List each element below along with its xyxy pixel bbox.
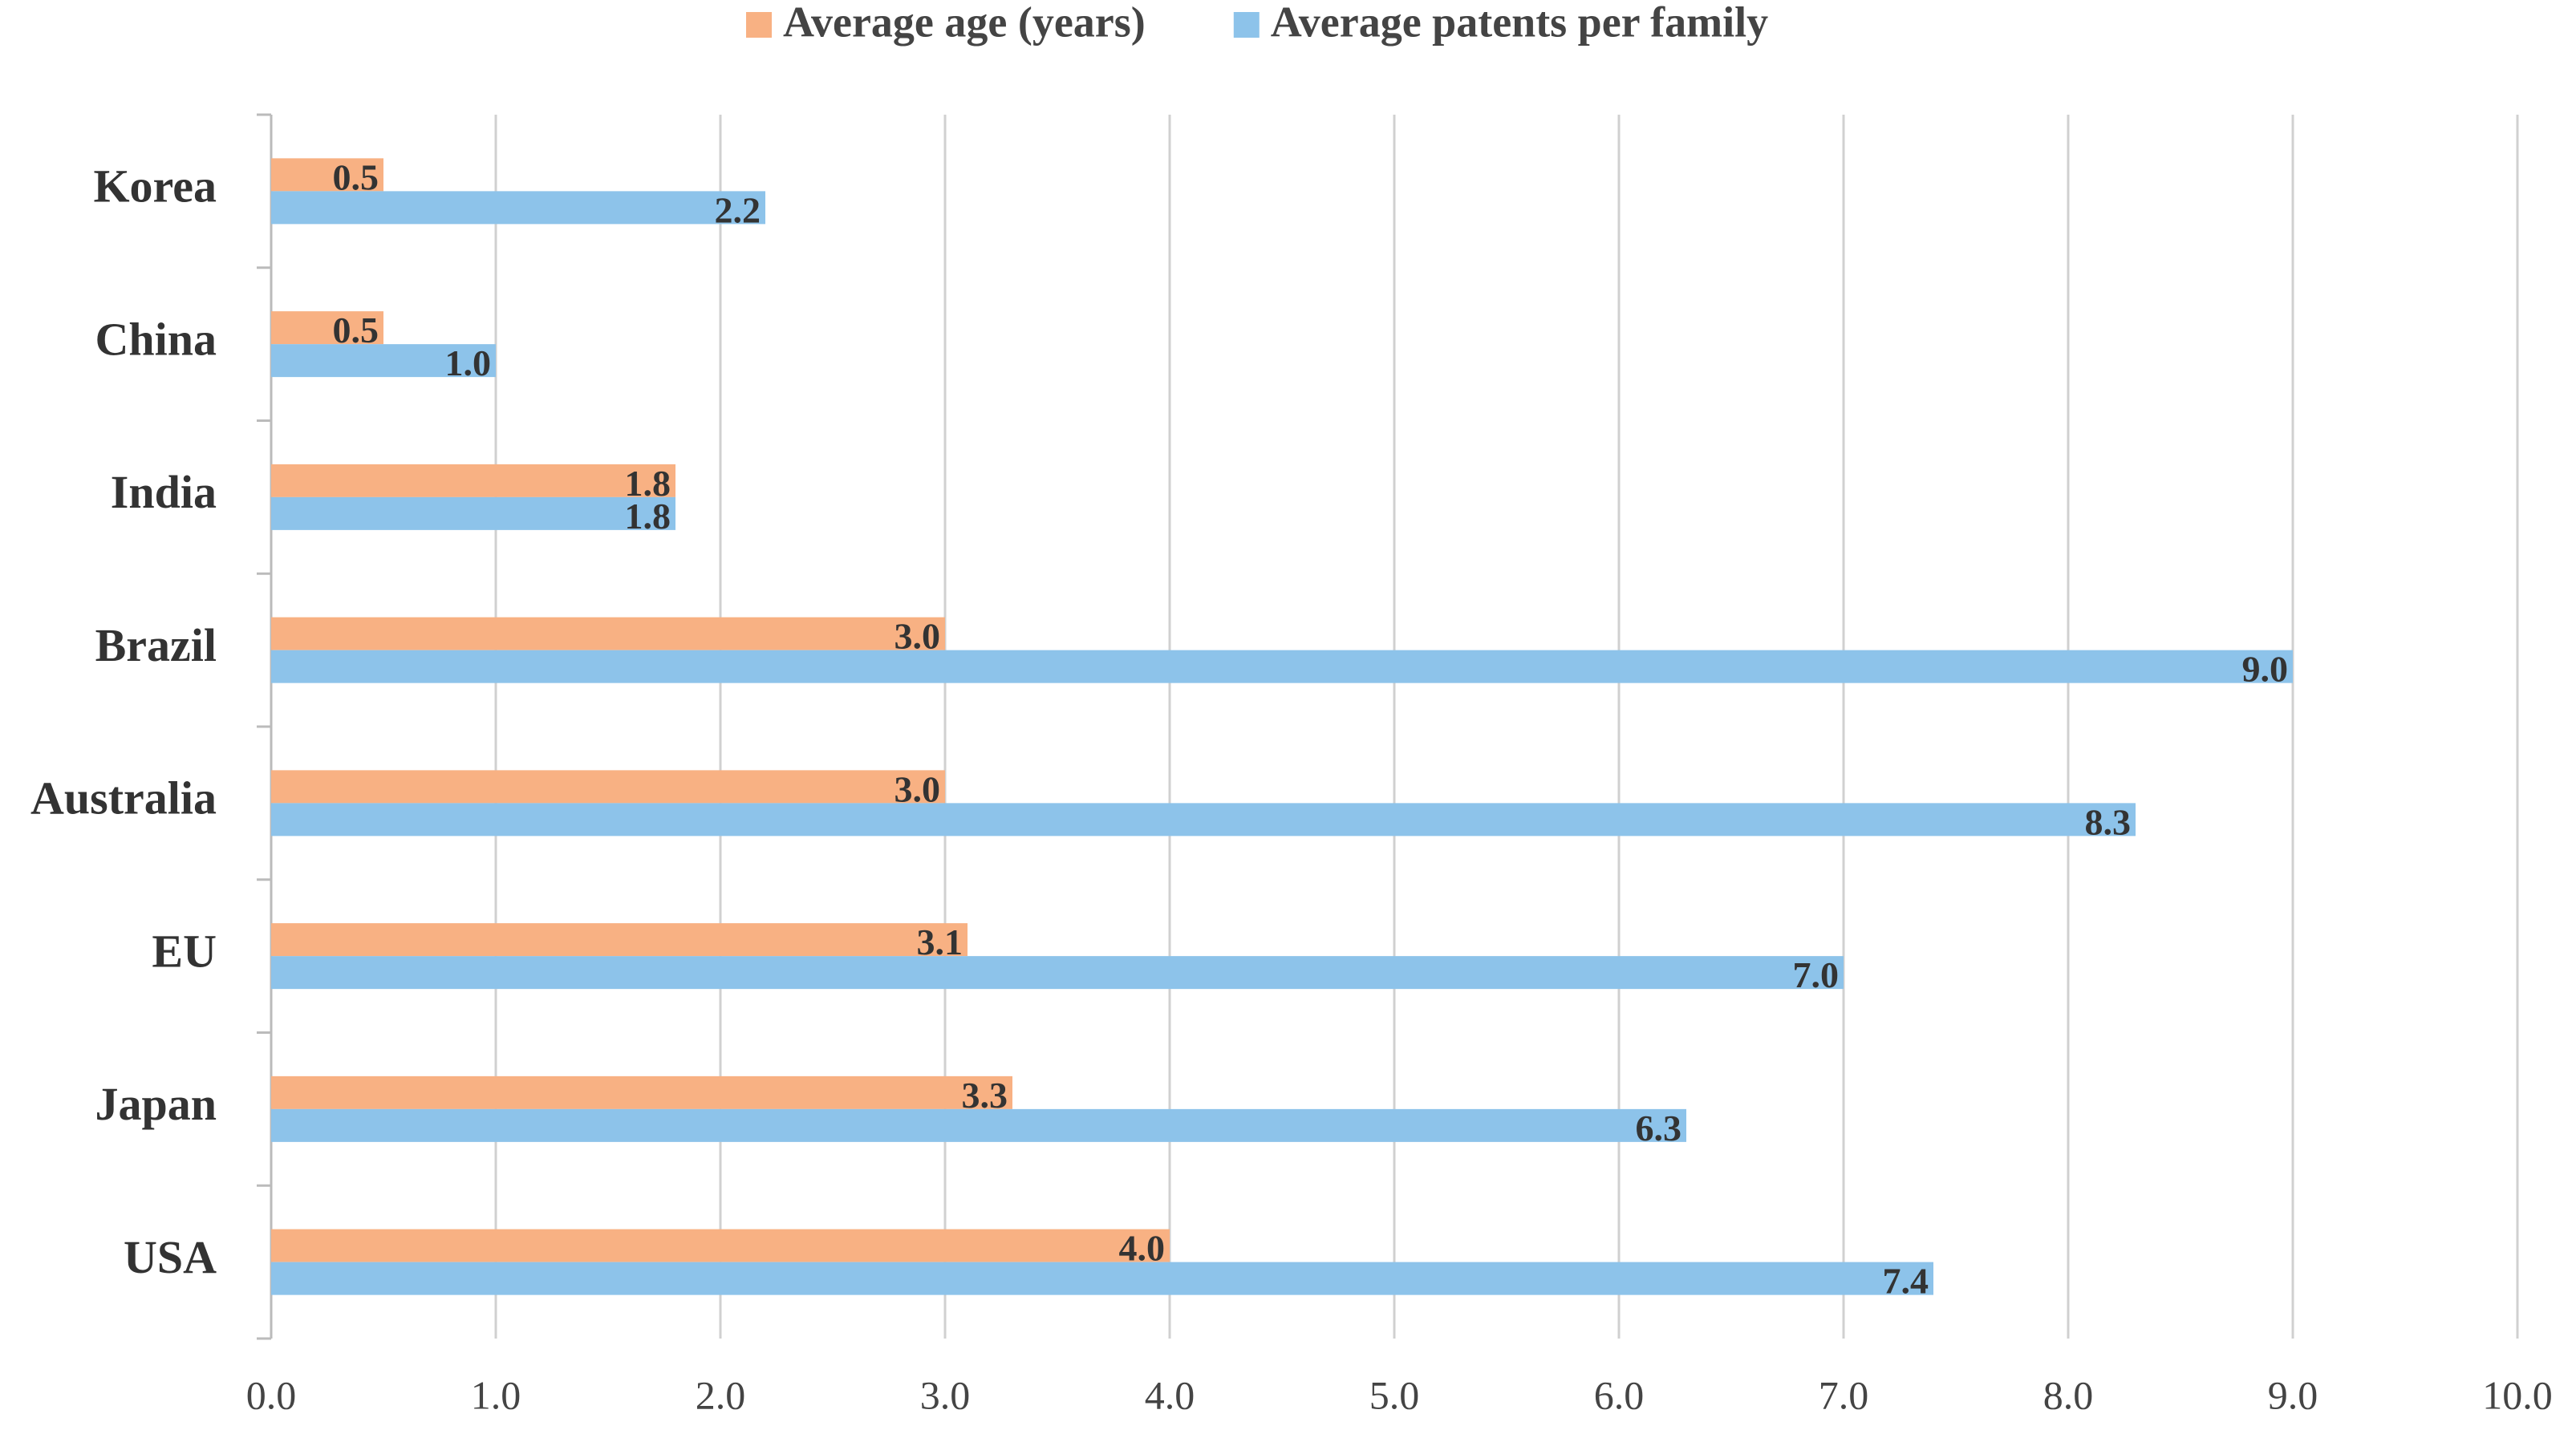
bar bbox=[271, 770, 945, 804]
value-label: 0.5 bbox=[333, 310, 379, 350]
bar bbox=[271, 956, 1844, 990]
y-tick-label: China bbox=[95, 313, 217, 365]
value-label: 0.5 bbox=[333, 156, 379, 197]
y-tick-label: USA bbox=[124, 1231, 217, 1283]
x-tick-label: 3.0 bbox=[920, 1372, 971, 1417]
y-tick-label: Korea bbox=[93, 160, 217, 213]
x-tick-label: 1.0 bbox=[471, 1372, 521, 1417]
x-tick-label: 2.0 bbox=[696, 1372, 746, 1417]
bar bbox=[271, 1262, 1933, 1295]
value-label: 1.8 bbox=[625, 463, 671, 504]
value-label: 8.3 bbox=[2085, 801, 2132, 842]
legend-swatch bbox=[746, 12, 772, 38]
value-label: 7.0 bbox=[1793, 954, 1840, 995]
value-label: 2.2 bbox=[715, 189, 761, 230]
x-tick-label: 4.0 bbox=[1145, 1372, 1195, 1417]
bar bbox=[271, 496, 675, 530]
y-tick-label: EU bbox=[152, 925, 217, 977]
x-tick-label: 5.0 bbox=[1369, 1372, 1420, 1417]
bar bbox=[271, 191, 765, 225]
value-label: 1.8 bbox=[625, 496, 671, 537]
value-label: 3.1 bbox=[917, 922, 963, 962]
bar bbox=[271, 617, 945, 650]
bar bbox=[271, 923, 968, 957]
y-tick-label: Australia bbox=[30, 772, 217, 824]
y-tick-label: Japan bbox=[95, 1078, 217, 1130]
value-label: 3.0 bbox=[895, 768, 941, 809]
bar bbox=[271, 1075, 1012, 1109]
x-tick-label: 10.0 bbox=[2482, 1372, 2553, 1417]
bar bbox=[271, 650, 2293, 683]
value-label: 3.3 bbox=[962, 1075, 1008, 1116]
bar bbox=[271, 311, 383, 345]
x-tick-label: 9.0 bbox=[2268, 1372, 2318, 1417]
legend-swatch bbox=[1233, 12, 1260, 38]
value-label: 9.0 bbox=[2242, 649, 2289, 690]
legend-label: Average patents per family bbox=[1271, 0, 1768, 46]
value-label: 4.0 bbox=[1119, 1228, 1166, 1269]
y-tick-label: India bbox=[111, 466, 217, 518]
bar bbox=[271, 158, 383, 192]
value-label: 1.0 bbox=[445, 342, 492, 383]
x-tick-label: 7.0 bbox=[1819, 1372, 1869, 1417]
value-label: 3.0 bbox=[895, 616, 941, 657]
value-label: 7.4 bbox=[1883, 1261, 1929, 1302]
legend-label: Average age (years) bbox=[783, 0, 1146, 46]
bar bbox=[271, 1108, 1686, 1142]
x-tick-label: 6.0 bbox=[1594, 1372, 1645, 1417]
bar bbox=[271, 344, 496, 378]
x-tick-label: 0.0 bbox=[246, 1372, 297, 1417]
y-tick-label: Brazil bbox=[95, 619, 217, 671]
bar bbox=[271, 803, 2136, 836]
bar bbox=[271, 464, 675, 497]
x-tick-label: 8.0 bbox=[2043, 1372, 2094, 1417]
bar bbox=[271, 1229, 1170, 1262]
value-label: 6.3 bbox=[1636, 1108, 1682, 1148]
